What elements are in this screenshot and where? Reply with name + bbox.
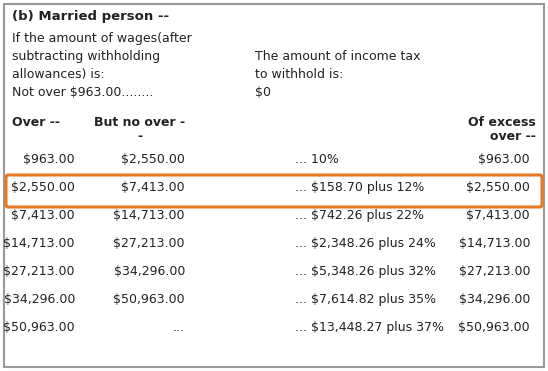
Text: The amount of income tax: The amount of income tax (255, 50, 420, 63)
Text: $963.00: $963.00 (24, 153, 75, 166)
Text: subtracting withholding: subtracting withholding (12, 50, 160, 63)
Text: $50,963.00: $50,963.00 (458, 321, 530, 334)
Text: $34,296.00: $34,296.00 (113, 265, 185, 278)
Text: $0: $0 (255, 86, 271, 99)
Text: (b) Married person --: (b) Married person -- (12, 10, 169, 23)
Text: $2,550.00: $2,550.00 (121, 153, 185, 166)
Text: ... $13,448.27 plus 37%: ... $13,448.27 plus 37% (295, 321, 444, 334)
Text: $14,713.00: $14,713.00 (3, 237, 75, 250)
Text: ... $7,614.82 plus 35%: ... $7,614.82 plus 35% (295, 293, 436, 306)
Text: -: - (138, 130, 142, 143)
Text: $7,413.00: $7,413.00 (12, 209, 75, 222)
Text: ...: ... (173, 321, 185, 334)
Text: ... $158.70 plus 12%: ... $158.70 plus 12% (295, 181, 424, 194)
Text: $27,213.00: $27,213.00 (3, 265, 75, 278)
Text: allowances) is:: allowances) is: (12, 68, 105, 81)
Text: $34,296.00: $34,296.00 (4, 293, 75, 306)
Text: $50,963.00: $50,963.00 (3, 321, 75, 334)
Text: $34,296.00: $34,296.00 (459, 293, 530, 306)
Text: $2,550.00: $2,550.00 (11, 181, 75, 194)
Text: $7,413.00: $7,413.00 (466, 209, 530, 222)
Text: ... 10%: ... 10% (295, 153, 339, 166)
Text: $27,213.00: $27,213.00 (459, 265, 530, 278)
FancyBboxPatch shape (6, 175, 542, 207)
Text: $7,413.00: $7,413.00 (121, 181, 185, 194)
Text: $2,550.00: $2,550.00 (466, 181, 530, 194)
Text: $50,963.00: $50,963.00 (113, 293, 185, 306)
Text: to withhold is:: to withhold is: (255, 68, 343, 81)
Text: $963.00: $963.00 (478, 153, 530, 166)
FancyBboxPatch shape (4, 4, 544, 367)
Text: Of excess: Of excess (468, 116, 536, 129)
Text: If the amount of wages(after: If the amount of wages(after (12, 32, 192, 45)
Text: ... $5,348.26 plus 32%: ... $5,348.26 plus 32% (295, 265, 436, 278)
Text: ... $742.26 plus 22%: ... $742.26 plus 22% (295, 209, 424, 222)
Text: But no over -: But no over - (94, 116, 186, 129)
Text: $14,713.00: $14,713.00 (113, 209, 185, 222)
Text: ... $2,348.26 plus 24%: ... $2,348.26 plus 24% (295, 237, 436, 250)
Text: $14,713.00: $14,713.00 (459, 237, 530, 250)
Text: Over --: Over -- (12, 116, 60, 129)
Text: $27,213.00: $27,213.00 (113, 237, 185, 250)
Text: Not over $963.00........: Not over $963.00........ (12, 86, 153, 99)
Text: over --: over -- (490, 130, 536, 143)
